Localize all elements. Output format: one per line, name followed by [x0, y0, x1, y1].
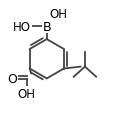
Text: OH: OH [17, 87, 35, 100]
Text: OH: OH [49, 8, 66, 21]
Text: B: B [42, 21, 51, 33]
Text: HO: HO [13, 21, 31, 33]
Text: O: O [7, 73, 17, 86]
